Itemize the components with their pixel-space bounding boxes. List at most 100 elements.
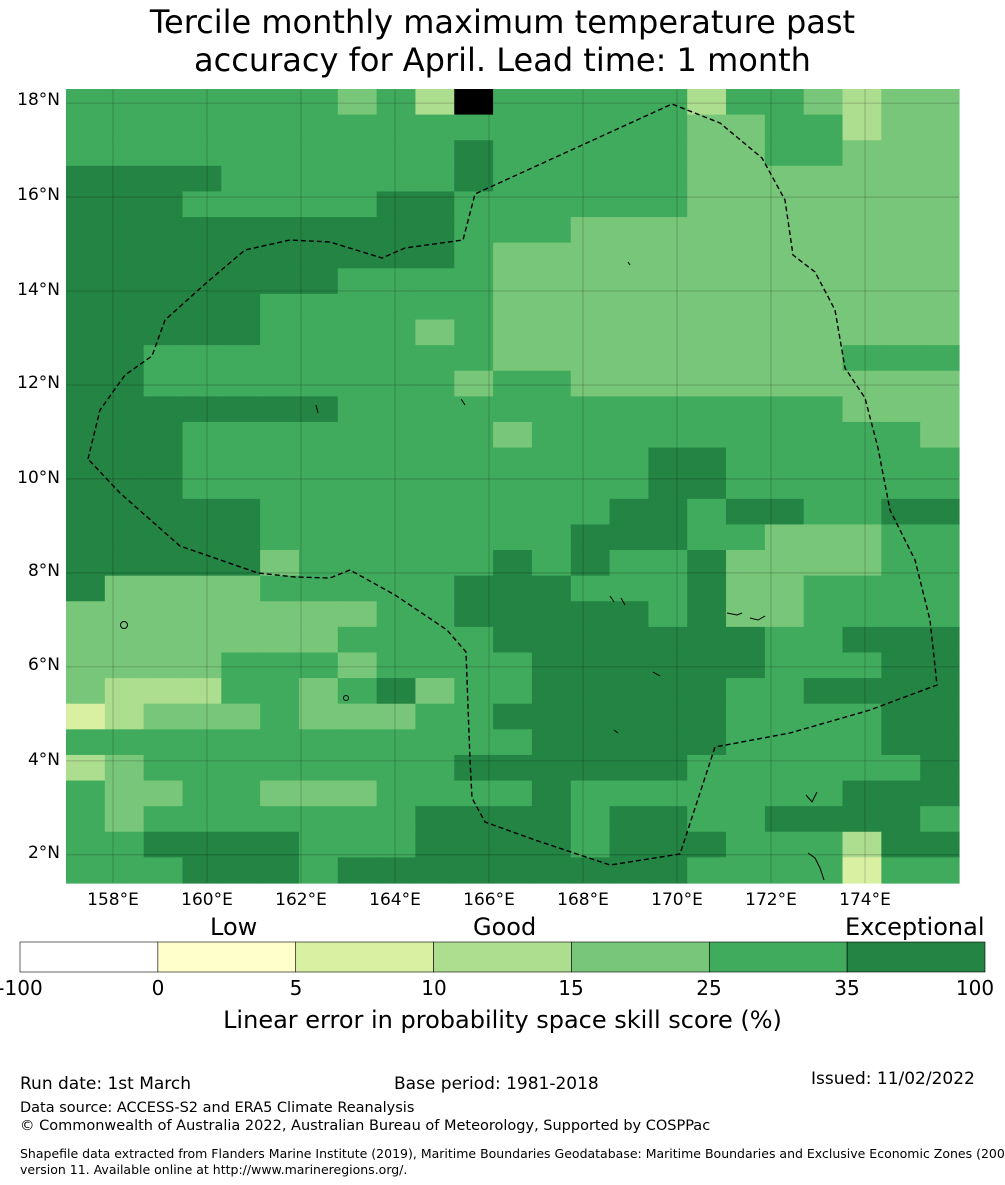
islands: [120, 261, 825, 881]
skill-cell: [687, 498, 727, 526]
skill-cell: [609, 524, 649, 551]
skill-cell: [881, 601, 921, 628]
skill-cell: [803, 652, 844, 679]
skill-cell: [260, 319, 300, 346]
skill-cell: [920, 89, 960, 116]
skill-cell: [687, 421, 727, 449]
skill-cell: [842, 319, 882, 346]
legend-tick: 10: [421, 976, 447, 1000]
skill-cell: [648, 780, 688, 807]
skill-cell: [570, 447, 611, 474]
skill-cell: [260, 140, 300, 167]
skill-cell: [687, 140, 727, 167]
skill-cell: [493, 550, 533, 577]
skill-cell: [687, 396, 727, 423]
skill-cell: [221, 89, 261, 116]
skill-cell: [687, 165, 727, 193]
skill-cell: [726, 345, 766, 372]
skill-cell: [842, 89, 882, 116]
skill-cell: [221, 165, 261, 193]
skill-cell: [376, 729, 417, 756]
skill-cell: [570, 268, 611, 295]
skill-cell: [376, 114, 417, 141]
skill-cell: [881, 140, 921, 167]
skill-cell: [298, 703, 339, 730]
skill-cell: [182, 345, 222, 372]
skill-cell: [182, 678, 222, 705]
skill-cell: [648, 831, 688, 858]
skill-cell: [764, 396, 805, 423]
lon-label-172: 172°E: [745, 890, 797, 910]
skill-cell: [454, 89, 494, 116]
skill-cell: [570, 345, 611, 372]
skill-cell: [221, 806, 261, 833]
skill-cell: [803, 114, 844, 141]
skill-cell: [609, 217, 649, 244]
skill-cell: [260, 678, 300, 705]
skill-cell: [260, 165, 300, 193]
legend-tick: 0: [151, 976, 165, 1000]
skill-cell: [531, 268, 572, 295]
legend-category-low: Low: [210, 913, 258, 941]
skill-cell: [881, 780, 921, 807]
skill-cell: [842, 806, 882, 833]
skill-cell: [143, 293, 184, 321]
skill-cell: [376, 396, 417, 423]
skill-cell: [221, 652, 261, 679]
skill-cell: [570, 191, 611, 218]
skill-cell: [920, 242, 960, 269]
skill-cell: [648, 626, 688, 654]
skill-cell: [376, 473, 417, 500]
skill-cell: [376, 421, 417, 449]
skill-cell: [920, 319, 960, 346]
skill-cell: [104, 575, 145, 602]
skill-cell: [337, 89, 378, 116]
island: [460, 398, 466, 406]
legend-tick: 35: [834, 976, 860, 1000]
skill-cell: [764, 114, 805, 141]
skill-cell: [298, 165, 339, 193]
skill-cell: [66, 345, 106, 372]
skill-cell: [920, 114, 960, 141]
lon-label-174: 174°E: [839, 890, 891, 910]
skill-cell: [687, 242, 727, 269]
skill-cell: [298, 217, 339, 244]
skill-cell: [881, 293, 921, 321]
skill-cell: [570, 780, 611, 807]
skill-cell: [764, 601, 805, 628]
skill-cell: [143, 498, 184, 526]
skill-cell: [143, 626, 184, 654]
skill-cell: [493, 396, 533, 423]
eez-boundary: [87, 103, 938, 866]
skill-cell: [687, 293, 727, 321]
skill-cell: [609, 473, 649, 500]
skill-cell: [920, 575, 960, 602]
lat-label-4: 4°N: [27, 750, 60, 770]
skill-cell: [493, 626, 533, 654]
skill-cell: [182, 370, 222, 397]
skill-cell: [454, 575, 494, 602]
skill-cell: [454, 114, 494, 141]
skill-cell: [842, 780, 882, 807]
skill-cell: [182, 524, 222, 551]
skill-cell: [66, 114, 106, 141]
skill-cell: [920, 754, 960, 782]
skill-cell: [609, 780, 649, 807]
skill-cell: [803, 575, 844, 602]
skill-cell: [260, 831, 300, 858]
skill-cell: [570, 806, 611, 833]
skill-cell: [764, 857, 805, 884]
skill-cell: [66, 447, 106, 474]
skill-cell: [182, 293, 222, 321]
skill-cell: [337, 626, 378, 654]
skill-cell: [842, 652, 882, 679]
colorbar-swatch: [295, 941, 434, 973]
skill-cell: [143, 165, 184, 193]
skill-cell: [920, 345, 960, 372]
skill-cell: [454, 396, 494, 423]
skill-cell: [182, 114, 222, 141]
skill-cell: [764, 473, 805, 500]
skill-cell: [182, 242, 222, 269]
skill-cell: [842, 345, 882, 372]
skill-cell: [609, 114, 649, 141]
